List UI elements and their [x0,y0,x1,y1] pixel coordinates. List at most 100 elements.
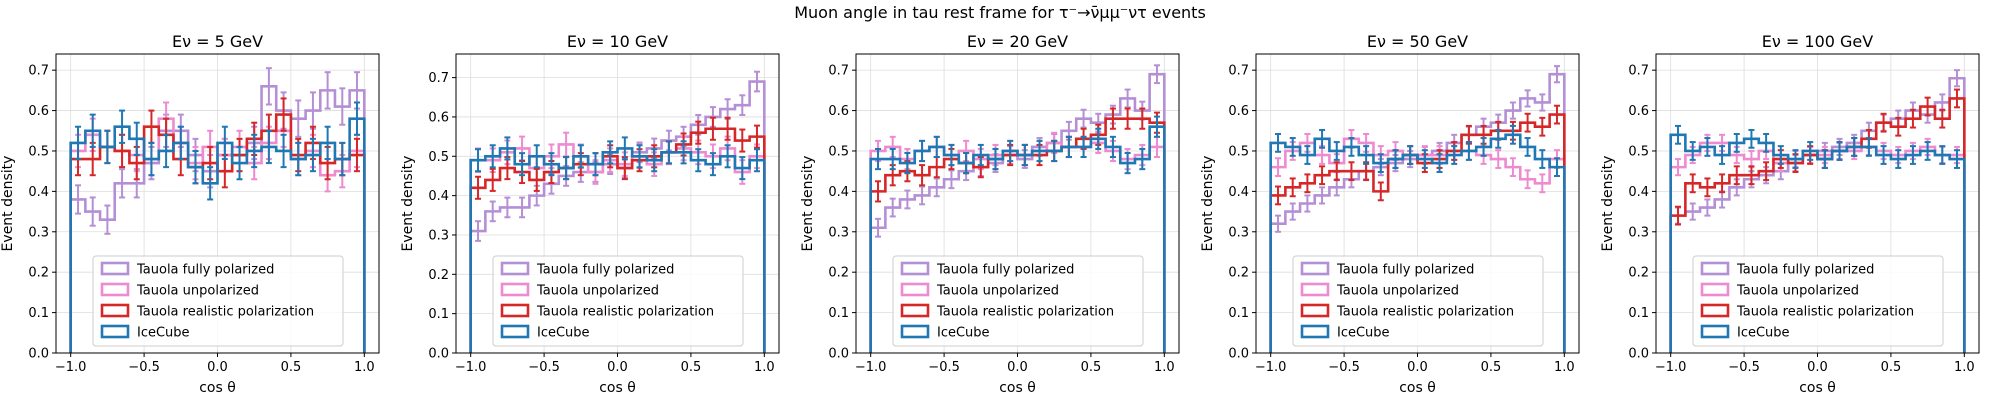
legend-entry-icecube: IceCube [500,324,590,341]
x-tick-label: −0.5 [1728,360,1760,375]
error-bar [1109,135,1116,159]
y-tick-label: 0.7 [428,71,449,86]
error-bar [1539,149,1546,169]
legend-swatch [100,282,130,297]
error-bar [1036,139,1043,163]
x-tick-label: −0.5 [928,360,960,375]
x-tick-label: −1.0 [1255,360,1287,375]
y-tick-label: 0.4 [1228,185,1249,200]
legend-swatch [900,282,930,297]
error-bar [1704,198,1711,217]
legend-label: Tauola unpolarized [536,284,659,299]
error-bar [221,125,228,161]
legend-swatch [1700,282,1730,297]
error-bar [636,144,643,169]
y-tick-label: 0.2 [428,268,449,283]
error-bar [1792,149,1799,169]
histogram-step-icecube [1669,133,1966,353]
error-bar [1275,185,1282,206]
error-bar [504,196,511,219]
error-bar [1895,149,1902,169]
error-bar [963,151,970,175]
x-tick-label: 0.5 [681,360,702,375]
legend-label: Tauola fully polarized [536,263,674,278]
legend-box [492,255,744,347]
error-bar [1807,141,1814,161]
panel-title: Eν = 100 GeV [1762,32,1873,51]
legend-entry-realistic: Tauola realistic polarization [1700,303,1914,320]
error-bar [475,220,482,242]
legend-swatch [1700,303,1730,318]
error-bar [1451,145,1458,165]
legend-entry-realistic: Tauola realistic polarization [100,303,314,320]
legend-label: IceCube [1737,326,1790,341]
legend-entry-unpolarized: Tauola unpolarized [1300,282,1459,299]
error-bar [1539,116,1546,137]
error-bar [1509,124,1516,145]
y-axis-label: Event density [1200,156,1216,252]
x-tick-label: −0.5 [128,360,160,375]
error-bar [475,175,482,200]
legend-entry-icecube: IceCube [100,324,190,341]
error-bar [977,143,984,167]
error-bar [948,169,955,190]
series-icecube [469,136,766,353]
error-bar [533,144,540,169]
error-bar [607,140,614,165]
error-bar [1553,65,1560,84]
error-bar [1495,149,1502,169]
x-tick-label: −1.0 [855,360,887,375]
error-bar [1953,149,1960,169]
y-tick-label: 0.1 [1228,306,1249,321]
chart-panel-5: −1.0 −0.5 0.0 0.5 1.0 0.0 0.1 0.2 0.3 0.4 0.5 0.6 0.… [1600,32,1980,396]
legend-swatch [900,324,930,339]
error-bar [1319,128,1326,149]
legend-swatch [900,303,930,318]
legend-swatch [500,324,530,339]
error-bar [592,152,599,177]
error-bar [875,147,882,171]
y-tick-label: 0.4 [28,185,49,200]
chart-panel-4: −1.0 −0.5 0.0 0.5 1.0 0.0 0.1 0.2 0.3 0.4 0.5 0.6 0.… [1200,32,1580,396]
y-tick-label: 0.2 [1628,266,1649,281]
error-bar [1539,173,1546,194]
x-tick-label: −0.5 [1328,360,1360,375]
error-bar [933,177,940,198]
panel-title: Eν = 5 GeV [172,32,263,51]
legend: Tauola fully polarized Tauola unpolarized… [92,255,344,347]
error-bar [1495,128,1502,149]
error-bar [1095,127,1102,150]
x-axis-label: cos θ [1799,380,1836,396]
error-bar [1524,169,1531,190]
error-bar [1509,157,1516,178]
error-bar [1524,89,1531,108]
error-bar [489,200,496,223]
y-tick-label: 0.4 [1628,185,1649,200]
error-bar [1924,96,1931,117]
legend-swatch [1700,261,1730,276]
error-bar [680,140,687,165]
error-bar [739,128,746,153]
error-bar [1524,137,1531,157]
y-tick-label: 0.4 [828,185,849,200]
y-tick-label: 0.5 [428,150,449,165]
error-bar [1704,177,1711,198]
histogram-step-icecube [69,117,366,353]
error-bar [1836,141,1843,161]
y-tick-label: 0.0 [428,347,449,362]
error-bar [753,70,760,93]
error-bar [119,109,126,144]
histogram-step-icecube [469,147,766,353]
legend-label: Tauola realistic polarization [136,305,314,320]
legend-swatch [100,303,130,318]
error-bar [1675,158,1682,177]
x-tick-label: 0.5 [1881,360,1902,375]
error-bar [324,71,331,110]
error-bar [1748,165,1755,186]
error-bar [133,121,140,157]
error-bar [1733,133,1740,153]
legend: Tauola fully polarized Tauola unpolarized… [1292,255,1544,347]
legend-label: Tauola realistic polarization [536,305,714,320]
y-tick-label: 0.3 [828,225,849,240]
error-bar [1675,124,1682,145]
